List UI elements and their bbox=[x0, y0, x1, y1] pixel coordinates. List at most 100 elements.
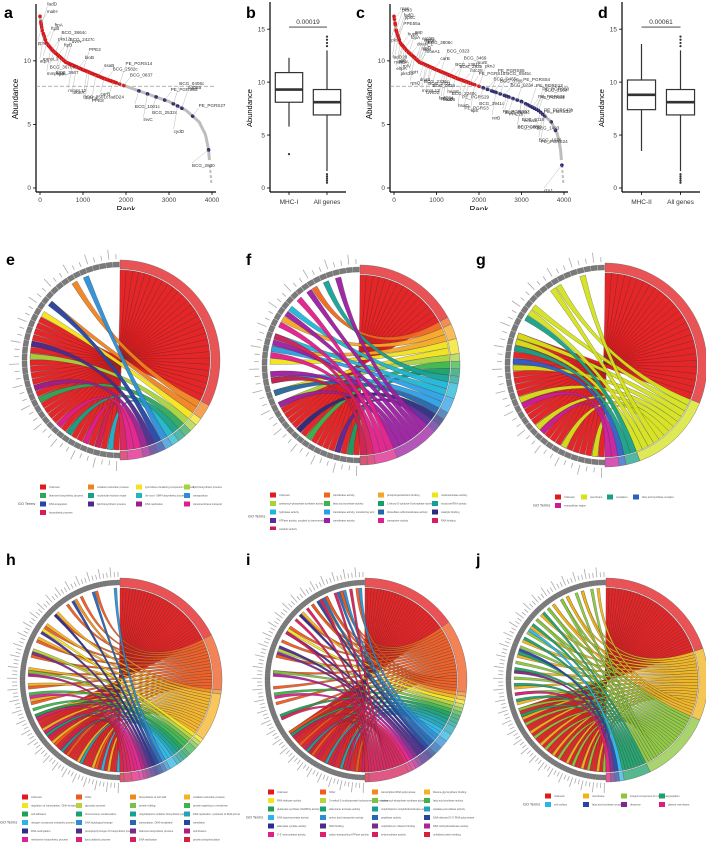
legend-swatch bbox=[424, 807, 430, 812]
y-tick-label: 0 bbox=[613, 185, 617, 192]
legend-swatch bbox=[130, 803, 136, 808]
gene-segment bbox=[509, 331, 516, 339]
x-axis-label: Rank bbox=[470, 205, 490, 210]
gene-segment bbox=[346, 267, 353, 273]
x-tick-label: 2000 bbox=[472, 197, 487, 204]
gene-label-tick bbox=[589, 573, 590, 578]
gene-label-tick bbox=[46, 601, 49, 605]
gene-label-tick bbox=[516, 736, 520, 739]
outlier-point bbox=[326, 175, 328, 177]
gene-segment bbox=[113, 580, 116, 585]
gene-label-tick bbox=[79, 262, 81, 267]
gene-label-tick bbox=[15, 371, 20, 372]
legend-swatch bbox=[268, 824, 274, 829]
legend-label: Other bbox=[85, 795, 92, 799]
gene-leader-line bbox=[98, 68, 104, 76]
gene-segment bbox=[100, 451, 107, 457]
gene-label-tick bbox=[16, 652, 21, 653]
gene-leader-line bbox=[193, 108, 199, 116]
legend-swatch bbox=[545, 802, 551, 807]
legend-swatch bbox=[184, 820, 190, 825]
gene-segment bbox=[326, 271, 333, 278]
gene-segment bbox=[265, 680, 270, 683]
gene-label-tick bbox=[544, 450, 547, 454]
gene-label-tick bbox=[578, 576, 579, 581]
gene-label-tick bbox=[500, 660, 505, 661]
gene-label-tick bbox=[269, 631, 273, 633]
gene-label-tick bbox=[505, 717, 510, 719]
legend-swatch bbox=[88, 502, 94, 507]
gene-label-tick bbox=[327, 461, 329, 466]
gene-label: BCG_2582c bbox=[113, 66, 139, 71]
outlier-point bbox=[679, 39, 681, 41]
gene-label-tick bbox=[499, 696, 504, 697]
gene-leader-line bbox=[58, 47, 64, 55]
gene-label-tick bbox=[582, 575, 583, 580]
gene-segment bbox=[320, 450, 328, 457]
legend-swatch bbox=[424, 790, 430, 795]
gene-label-tick bbox=[29, 412, 33, 415]
gene-label-tick bbox=[51, 439, 57, 447]
gene-label-tick bbox=[34, 424, 42, 430]
legend-swatch bbox=[136, 493, 142, 498]
gene-label-tick bbox=[74, 582, 76, 587]
gene-segment bbox=[506, 677, 511, 680]
gene-segment bbox=[577, 267, 584, 273]
gene-segment bbox=[319, 273, 327, 280]
gene-point bbox=[39, 23, 43, 27]
gene-label-tick bbox=[13, 663, 18, 664]
gene-label-tick bbox=[258, 643, 267, 646]
gene-segment bbox=[22, 354, 27, 360]
legend-label: Unknown bbox=[277, 790, 288, 794]
gene-label-tick bbox=[547, 766, 550, 770]
gene-label-tick bbox=[316, 584, 318, 588]
gene-point bbox=[454, 76, 458, 80]
gene-label-tick bbox=[511, 628, 515, 630]
gene-segment bbox=[351, 581, 355, 586]
gene-segment bbox=[106, 262, 113, 268]
gene-segment bbox=[22, 367, 28, 374]
legend-label: RNA methylation bbox=[31, 829, 51, 833]
gene-segment bbox=[596, 775, 599, 780]
gene-label-tick bbox=[494, 666, 504, 667]
gene-label-tick bbox=[60, 443, 63, 447]
gene-label-tick bbox=[55, 594, 58, 598]
legend-swatch bbox=[76, 829, 82, 834]
panel-letter: i bbox=[246, 552, 250, 569]
gene-label-tick bbox=[319, 267, 321, 272]
gene-label-tick bbox=[262, 404, 267, 406]
gene-label-tick bbox=[87, 572, 90, 582]
legend-label: biosynthetic process bbox=[49, 511, 73, 515]
gene-label-tick bbox=[258, 696, 263, 697]
gene-segment bbox=[266, 694, 271, 698]
legend-label: transmembrane transport bbox=[193, 502, 222, 506]
gene-segment bbox=[592, 774, 596, 779]
gene-label-tick bbox=[257, 323, 266, 327]
term-arc bbox=[450, 354, 460, 362]
gene-label-tick bbox=[255, 655, 265, 657]
gene-label: BCG_3941c bbox=[479, 101, 505, 106]
legend-label: transcription/DNA polymerase bbox=[381, 790, 416, 794]
gene-segment bbox=[26, 326, 33, 333]
legend-label: RNA binding bbox=[441, 519, 456, 523]
gene-label-tick bbox=[307, 768, 312, 777]
gene-label-tick bbox=[65, 581, 70, 590]
gene-label-tick bbox=[266, 730, 275, 735]
gene-label-tick bbox=[303, 270, 308, 279]
gene-label-tick bbox=[279, 742, 283, 745]
gene-label-tick bbox=[578, 780, 579, 785]
gene-point bbox=[146, 92, 150, 96]
gene-label-tick bbox=[108, 250, 109, 260]
chord-ribbons bbox=[270, 275, 450, 455]
gene-segment bbox=[505, 359, 510, 365]
outlier-point bbox=[326, 45, 328, 47]
legend-swatch bbox=[130, 837, 136, 842]
gene-point bbox=[103, 77, 107, 81]
gene-segment bbox=[266, 666, 271, 670]
gene-label-tick bbox=[313, 770, 315, 774]
outlier-point bbox=[288, 153, 290, 155]
legend-label: cation-transporting ATPase activity bbox=[329, 833, 369, 837]
legend-swatch bbox=[130, 829, 136, 834]
